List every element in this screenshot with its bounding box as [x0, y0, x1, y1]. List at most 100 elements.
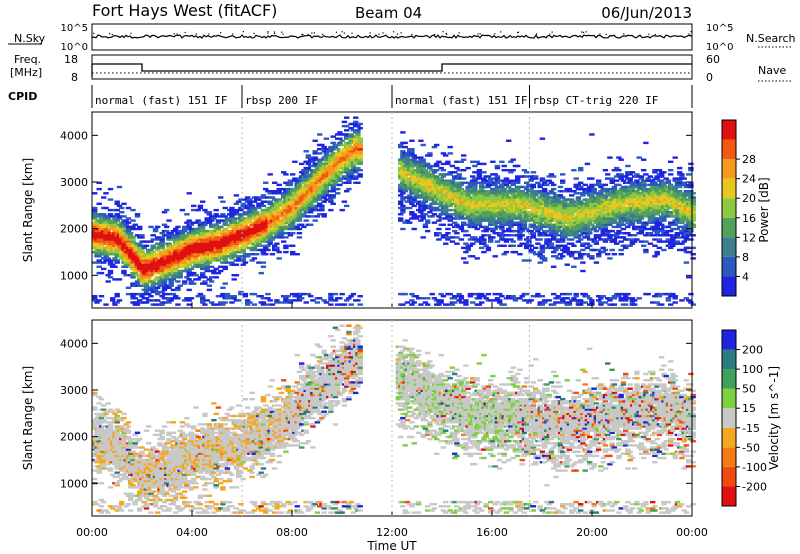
- range-cell: [553, 234, 559, 237]
- range-cell: [409, 166, 415, 170]
- range-cell: [515, 179, 521, 182]
- range-cell: [557, 194, 564, 197]
- range-cell: [411, 198, 417, 201]
- range-cell: [148, 225, 154, 229]
- range-cell: [537, 261, 543, 264]
- range-cell: [110, 240, 116, 243]
- range-cell: [472, 179, 478, 182]
- range-cell: [578, 238, 584, 241]
- range-cell: [605, 232, 611, 235]
- range-cell: [506, 202, 512, 205]
- range-cell: [281, 223, 287, 226]
- range-cell: [330, 158, 336, 161]
- range-cell: [530, 196, 537, 199]
- range-cell: [400, 156, 406, 159]
- range-cell: [607, 236, 613, 239]
- range-cell: [317, 133, 323, 136]
- range-cell: [409, 303, 415, 306]
- range-cell: [224, 240, 231, 243]
- range-cell: [263, 200, 269, 203]
- range-cell: [125, 259, 132, 262]
- range-cell: [616, 169, 622, 172]
- range-cell: [472, 225, 478, 229]
- range-cell: [602, 240, 609, 243]
- range-cell: [152, 227, 159, 231]
- range-cell: [305, 173, 312, 176]
- range-cell: [335, 303, 341, 306]
- range-cell: [209, 215, 215, 218]
- range-cell: [195, 278, 201, 281]
- range-cell: [551, 192, 557, 195]
- range-cell: [274, 200, 280, 203]
- range-cell: [548, 181, 555, 184]
- range-cell: [409, 292, 415, 296]
- range-cell: [490, 160, 496, 163]
- range-cell: [434, 206, 440, 210]
- range-cell: [148, 240, 154, 243]
- range-cell: [544, 246, 550, 250]
- nsky-point: [195, 33, 197, 35]
- range-cell: [346, 297, 352, 300]
- range-cell: [560, 181, 566, 184]
- range-cell: [161, 292, 168, 296]
- range-cell: [510, 183, 516, 187]
- range-cell: [206, 288, 213, 292]
- range-cell: [398, 202, 404, 205]
- range-cell: [285, 194, 291, 197]
- range-cell: [607, 156, 613, 159]
- range-cell: [357, 148, 363, 151]
- range-cell: [303, 301, 309, 304]
- range-cell: [323, 185, 330, 189]
- range-cell: [263, 215, 269, 218]
- range-cell: [456, 173, 462, 176]
- range-cell: [197, 229, 204, 233]
- range-cell: [137, 225, 143, 229]
- range-cell: [501, 169, 507, 172]
- range-cell: [404, 219, 411, 222]
- range-cell: [400, 198, 406, 201]
- range-cell: [242, 198, 249, 201]
- range-cell: [560, 179, 566, 182]
- range-cell: [184, 250, 190, 254]
- range-cell: [596, 179, 602, 182]
- nsky-point: [648, 33, 650, 35]
- range-cell: [276, 187, 282, 191]
- range-cell: [166, 236, 172, 239]
- range-cell: [242, 240, 249, 243]
- range-cell: [587, 187, 593, 191]
- range-cell: [310, 204, 316, 208]
- range-cell: [564, 248, 570, 252]
- range-cell: [323, 148, 330, 151]
- range-cell: [116, 204, 123, 208]
- range-cell: [436, 238, 442, 241]
- range-cell: [191, 244, 197, 247]
- range-cell: [465, 248, 471, 252]
- range-cell: [404, 156, 411, 159]
- range-cell: [184, 265, 190, 268]
- range-cell: [173, 244, 179, 247]
- range-cell: [485, 215, 492, 218]
- range-cell: [485, 292, 492, 296]
- range-cell: [557, 225, 564, 229]
- range-cell: [533, 190, 539, 193]
- range-cell: [488, 238, 494, 241]
- range-cell: [357, 152, 363, 155]
- range-cell: [308, 175, 314, 178]
- range-cell: [571, 265, 577, 268]
- range-cell: [494, 185, 501, 189]
- range-cell: [310, 215, 316, 218]
- range-cell: [101, 261, 107, 264]
- range-cell: [593, 229, 600, 233]
- range-cell: [479, 225, 485, 229]
- range-cell: [458, 183, 465, 187]
- range-cell: [449, 303, 456, 306]
- range-cell: [589, 255, 595, 258]
- range-cell: [479, 206, 485, 210]
- range-cell: [416, 208, 422, 212]
- range-cell: [269, 303, 276, 306]
- range-cell: [155, 248, 161, 252]
- range-cell: [326, 169, 332, 172]
- range-cell: [193, 253, 199, 256]
- range-cell: [186, 219, 192, 222]
- range-cell: [134, 280, 141, 283]
